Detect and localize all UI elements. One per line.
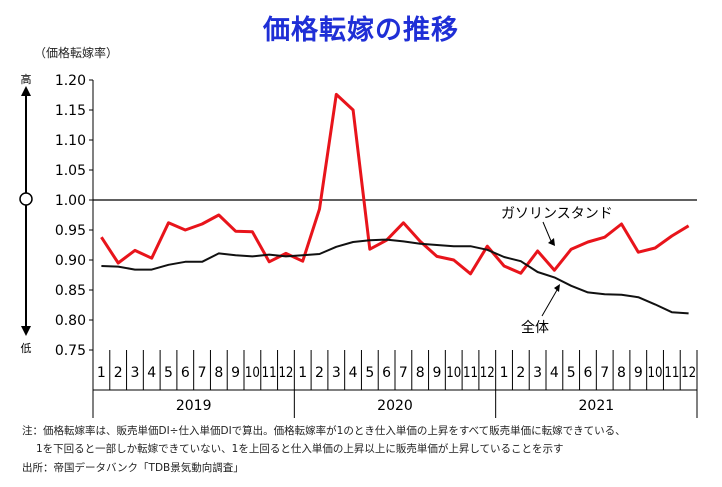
- x-tick-label: 4: [550, 365, 559, 381]
- source-note: 出所：帝国データバンク「TDB景気動向調査」: [22, 462, 244, 474]
- x-tick-label: 3: [332, 365, 341, 381]
- x-tick-label: 2: [315, 365, 324, 381]
- y-tick-label: 0.85: [55, 283, 86, 299]
- x-tick-label: 2: [114, 365, 123, 381]
- y-tick-label: 1.20: [55, 73, 86, 89]
- series-label-overall: 全体: [521, 319, 549, 336]
- x-tick-label: 3: [130, 365, 139, 381]
- x-tick-label: 10: [648, 365, 663, 381]
- y-tick-label: 0.95: [55, 223, 86, 239]
- leader-arrowhead: [554, 284, 560, 292]
- x-tick-label: 9: [634, 365, 643, 381]
- y-tick-label: 0.75: [55, 343, 86, 359]
- y-tick-label: 0.90: [55, 253, 86, 269]
- x-tick-label: 8: [214, 365, 223, 381]
- labels-layer: 1.20 1.15 1.10 1.05 1.00 0.95 0.90 0.85 0.80 0.75…: [21, 72, 697, 414]
- y-tick-label: 0.80: [55, 313, 86, 329]
- leader-gasoline: [542, 221, 552, 242]
- x-tick-label: 8: [617, 365, 626, 381]
- leader-arrowhead: [548, 238, 555, 246]
- x-tick-label: 11: [262, 365, 277, 381]
- series-line-gasoline: [100, 92, 690, 276]
- x-tick-label: 6: [181, 365, 190, 381]
- x-tick-label: 11: [664, 365, 679, 381]
- x-tick-label: 9: [432, 365, 441, 381]
- x-tick-label: 5: [164, 365, 173, 381]
- year-label: 2019: [176, 398, 212, 414]
- y-tick-label: 1.00: [55, 193, 86, 209]
- x-tick-label: 6: [382, 365, 391, 381]
- x-tick-label: 2: [516, 365, 525, 381]
- leader-overall: [541, 289, 558, 317]
- x-tick-label: 7: [600, 365, 609, 381]
- axes-layer: [19, 79, 698, 418]
- x-tick-label: 12: [681, 365, 696, 381]
- scale-label-high: 高: [21, 72, 32, 86]
- arrow-up-head: [21, 86, 31, 96]
- footnote-1: 注：価格転嫁率は、販売単価DI÷仕入単価DIで算出。価格転嫁率が1のとき仕入単価…: [22, 425, 626, 437]
- x-tick-label: 5: [567, 365, 576, 381]
- x-tick-label: 11: [463, 365, 478, 381]
- footnote-2: 1を下回ると一部しか転嫁できていない、1を上回ると仕入単価の上昇以上に販売単価が…: [36, 443, 564, 455]
- series-label-gasoline: ガソリンスタンド: [501, 206, 613, 222]
- x-tick-label: 12: [480, 365, 495, 381]
- x-tick-label: 5: [365, 365, 374, 381]
- x-tick-label: 4: [147, 365, 156, 381]
- year-label: 2020: [377, 398, 413, 414]
- scale-midpoint: [19, 192, 33, 206]
- x-tick-label: 7: [198, 365, 207, 381]
- x-tick-label: 3: [533, 365, 542, 381]
- year-label: 2021: [579, 398, 615, 414]
- x-tick-label: 10: [446, 365, 461, 381]
- x-tick-label: 7: [399, 365, 408, 381]
- x-tick-label: 1: [298, 365, 307, 381]
- x-tick-label: 12: [278, 365, 293, 381]
- chart-title: 価格転嫁の推移: [263, 15, 459, 46]
- arrow-down-head: [21, 326, 31, 336]
- x-tick-label: 9: [231, 365, 240, 381]
- y-tick-label: 1.10: [55, 133, 86, 149]
- y-tick-label: 1.15: [55, 103, 86, 119]
- x-tick-label: 1: [97, 365, 106, 381]
- x-tick-label: 6: [583, 365, 592, 381]
- y-tick-label: 1.05: [55, 163, 86, 179]
- x-tick-label: 1: [500, 365, 509, 381]
- series-line-overall: [101, 238, 689, 315]
- x-tick-label: 8: [416, 365, 425, 381]
- x-tick-label: 10: [245, 365, 260, 381]
- scale-label-low: 低: [21, 342, 32, 355]
- y-axis-label: （価格転嫁率）: [34, 46, 119, 60]
- series-layer: [100, 92, 690, 315]
- x-tick-label: 4: [349, 365, 358, 381]
